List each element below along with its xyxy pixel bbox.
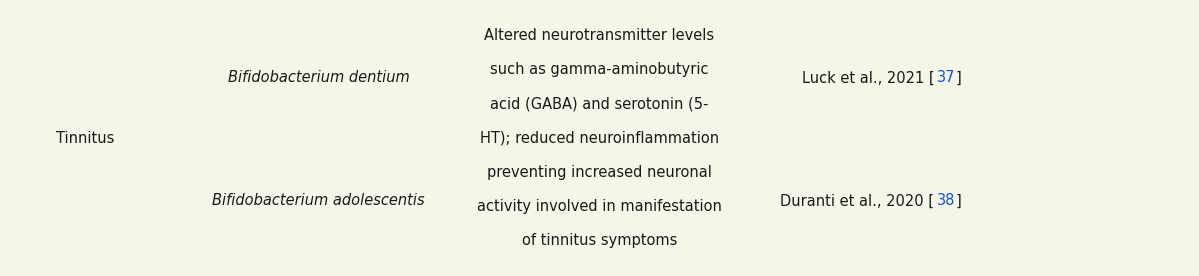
Text: Duranti et al., 2020 [: Duranti et al., 2020 [ xyxy=(781,193,934,208)
Text: Altered neurotransmitter levels: Altered neurotransmitter levels xyxy=(484,28,715,43)
Text: 37: 37 xyxy=(936,70,956,85)
Text: acid (GABA) and serotonin (5-: acid (GABA) and serotonin (5- xyxy=(490,96,709,111)
Text: activity involved in manifestation: activity involved in manifestation xyxy=(477,199,722,214)
Text: preventing increased neuronal: preventing increased neuronal xyxy=(487,165,712,180)
Text: ]: ] xyxy=(956,193,962,208)
Text: Bifidobacterium adolescentis: Bifidobacterium adolescentis xyxy=(212,193,424,208)
Text: Tinnitus: Tinnitus xyxy=(56,131,114,145)
Text: such as gamma-aminobutyric: such as gamma-aminobutyric xyxy=(490,62,709,77)
Text: HT); reduced neuroinflammation: HT); reduced neuroinflammation xyxy=(480,131,719,145)
Text: of tinnitus symptoms: of tinnitus symptoms xyxy=(522,233,677,248)
Text: ]: ] xyxy=(956,70,962,85)
Text: Bifidobacterium dentium: Bifidobacterium dentium xyxy=(228,70,409,85)
Text: Luck et al., 2021 [: Luck et al., 2021 [ xyxy=(802,70,934,85)
Text: 38: 38 xyxy=(936,193,956,208)
